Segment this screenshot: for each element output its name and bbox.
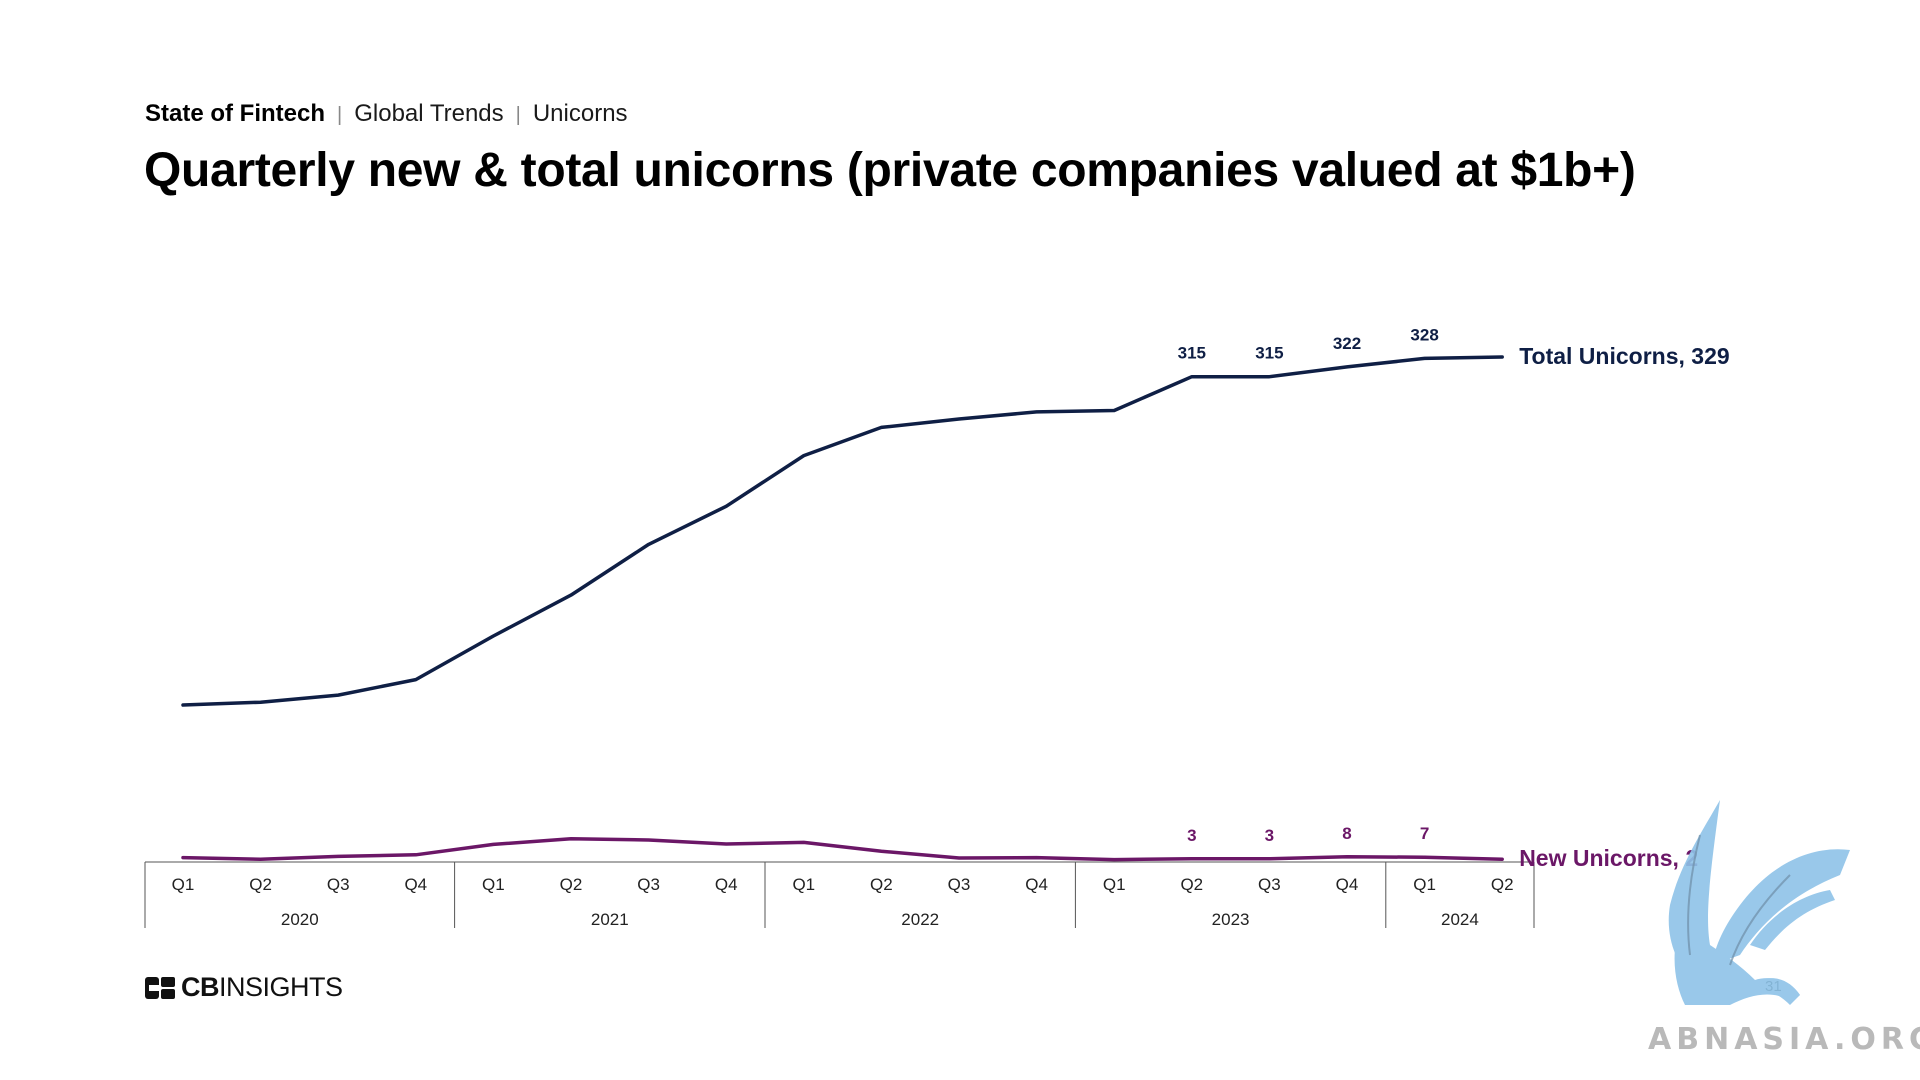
new-unicorns-line (181, 837, 1504, 862)
x-group-label: 2020 (281, 910, 319, 929)
x-group-label: 2021 (591, 910, 629, 929)
breadcrumb-item-topic: Unicorns (532, 100, 628, 127)
watermark-text: ABNASIA.ORG (1648, 1022, 1920, 1057)
x-group-label: 2022 (901, 910, 939, 929)
x-tick-label: Q1 (1103, 875, 1126, 894)
x-tick-label: Q4 (715, 875, 738, 894)
x-tick-label: Q4 (1336, 875, 1359, 894)
x-tick-label: Q3 (1258, 875, 1281, 894)
breadcrumb-separator: | (337, 104, 343, 126)
cb-insights-logo-icon (145, 976, 175, 999)
griffin-icon (1668, 800, 1850, 1005)
breadcrumb: State of Fintech | Global Trends | Unicorns (145, 100, 628, 128)
new-unicorns-data-label: 7 (1420, 824, 1429, 843)
total-unicorns-line (181, 355, 1504, 707)
x-tick-label: Q1 (792, 875, 815, 894)
total-unicorns-data-label: 315 (1178, 344, 1206, 363)
new-unicorns-data-label: 3 (1265, 826, 1274, 845)
x-tick-label: Q2 (249, 875, 272, 894)
breadcrumb-separator: | (515, 104, 521, 126)
new-unicorns-end-label: New Unicorns, 2 (1519, 845, 1698, 871)
x-tick-label: Q3 (327, 875, 350, 894)
total-unicorns-data-label: 322 (1333, 334, 1361, 353)
x-tick-label: Q1 (1413, 875, 1436, 894)
breadcrumb-item-section: Global Trends (354, 100, 504, 127)
x-group-label: 2023 (1212, 910, 1250, 929)
total-unicorns-end-label: Total Unicorns, 329 (1519, 343, 1729, 369)
x-tick-label: Q3 (948, 875, 971, 894)
x-tick-label: Q1 (172, 875, 195, 894)
x-tick-label: Q4 (1025, 875, 1048, 894)
x-tick-label: Q1 (482, 875, 505, 894)
x-tick-label: Q2 (560, 875, 583, 894)
total-unicorns-data-label: 328 (1410, 325, 1438, 344)
total-unicorns-data-label: 315 (1255, 344, 1283, 363)
cb-insights-wordmark: CBINSIGHTS (181, 972, 343, 1002)
breadcrumb-item-report: State of Fintech (145, 100, 326, 127)
cb-insights-logo: CBINSIGHTS (145, 972, 343, 1003)
x-tick-label: Q3 (637, 875, 660, 894)
new-unicorns-data-label: 8 (1342, 824, 1351, 843)
x-tick-label: Q2 (1180, 875, 1203, 894)
new-unicorns-data-label: 3 (1187, 826, 1196, 845)
x-group-label: 2024 (1441, 910, 1479, 929)
x-tick-label: Q2 (870, 875, 893, 894)
x-tick-label: Q2 (1491, 875, 1514, 894)
page-title: Quarterly new & total unicorns (private … (144, 144, 1636, 197)
x-tick-label: Q4 (404, 875, 427, 894)
